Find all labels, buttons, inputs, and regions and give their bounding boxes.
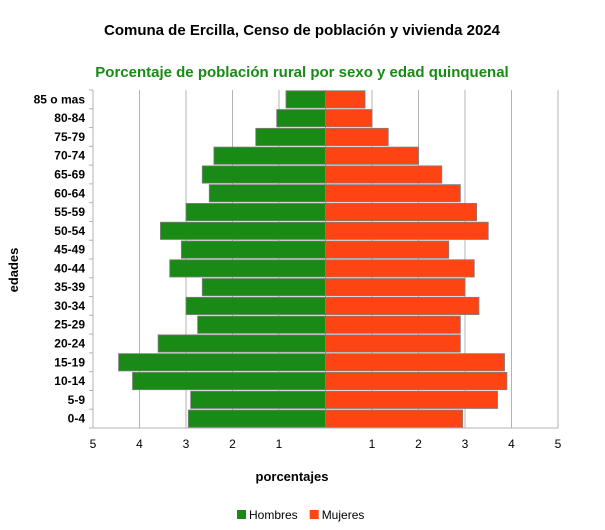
bar-hombres [201, 165, 326, 184]
bar-mujeres [325, 90, 366, 109]
bar-mujeres [325, 409, 464, 428]
x-tick-label: 4 [508, 437, 515, 451]
x-tick-label: 5 [555, 437, 562, 451]
bar-hombres [118, 353, 326, 372]
bar-mujeres [325, 165, 443, 184]
bar-mujeres [325, 184, 461, 203]
chart-subtitle: Porcentaje de población rural por sexo y… [95, 64, 508, 81]
category-label: 40-44 [54, 261, 85, 275]
bar-mujeres [325, 221, 489, 240]
category-label: 15-19 [54, 355, 85, 369]
bar-hombres [157, 334, 326, 353]
x-tick-label: 2 [229, 437, 236, 451]
x-tick-label: 3 [462, 437, 469, 451]
bar-mujeres [325, 240, 450, 259]
legend-label: Mujeres [322, 508, 365, 522]
bar-hombres [187, 409, 326, 428]
legend-swatch [237, 510, 246, 519]
bar-mujeres [325, 259, 475, 278]
bar-mujeres [325, 315, 461, 334]
x-tick-label: 4 [136, 437, 143, 451]
x-tick-label: 2 [415, 437, 422, 451]
bar-hombres [185, 296, 326, 315]
bar-hombres [180, 240, 326, 259]
x-axis-label: porcentajes [256, 469, 329, 484]
bar-mujeres [325, 390, 498, 409]
bar-hombres [201, 278, 326, 297]
category-label: 45-49 [54, 243, 85, 257]
bar-hombres [276, 109, 326, 128]
bar-hombres [169, 259, 326, 278]
bar-hombres [197, 315, 326, 334]
category-label: 25-29 [54, 318, 85, 332]
bar-hombres [132, 372, 326, 391]
bar-mujeres [325, 109, 373, 128]
bar-hombres [190, 390, 326, 409]
chart-title: Comuna de Ercilla, Censo de población y … [104, 22, 501, 39]
category-label: 55-59 [54, 205, 85, 219]
x-tick-label: 1 [276, 437, 283, 451]
x-tick-label: 5 [90, 437, 97, 451]
category-label: 30-34 [54, 299, 85, 313]
category-label: 50-54 [54, 224, 85, 238]
x-tick-label: 1 [369, 437, 376, 451]
category-label: 20-24 [54, 337, 85, 351]
category-label: 5-9 [68, 393, 86, 407]
category-label: 70-74 [54, 149, 85, 163]
category-label: 80-84 [54, 111, 85, 125]
bar-mujeres [325, 203, 478, 222]
bar-hombres [208, 184, 326, 203]
category-label: 60-64 [54, 186, 85, 200]
category-label: 65-69 [54, 168, 85, 182]
bar-hombres [255, 127, 326, 146]
plot-area: 5 4 3 2 1 1 2 3 4 5 0-4 5-9 10-14 15-19 20-24 25-29 30-3… [34, 89, 562, 451]
bar-mujeres [325, 146, 419, 165]
legend-swatch [309, 510, 319, 519]
bar-mujeres [325, 372, 508, 391]
category-label: 0-4 [68, 412, 86, 426]
category-label: 75-79 [54, 130, 85, 144]
category-label: 10-14 [54, 374, 85, 388]
bar-mujeres [325, 127, 389, 146]
legend-label: Hombres [249, 508, 298, 522]
legend: Hombres Mujeres [237, 508, 364, 522]
y-axis-label: edades [6, 248, 21, 293]
bar-hombres [160, 221, 326, 240]
x-tick-label: 3 [183, 437, 190, 451]
bar-hombres [213, 146, 326, 165]
bar-mujeres [325, 296, 480, 315]
bar-hombres [285, 90, 326, 109]
bar-mujeres [325, 334, 461, 353]
category-label: 35-39 [54, 280, 85, 294]
bar-hombres [185, 203, 326, 222]
bar-mujeres [325, 353, 505, 372]
bar-mujeres [325, 278, 466, 297]
category-label: 85 o mas [34, 92, 86, 106]
